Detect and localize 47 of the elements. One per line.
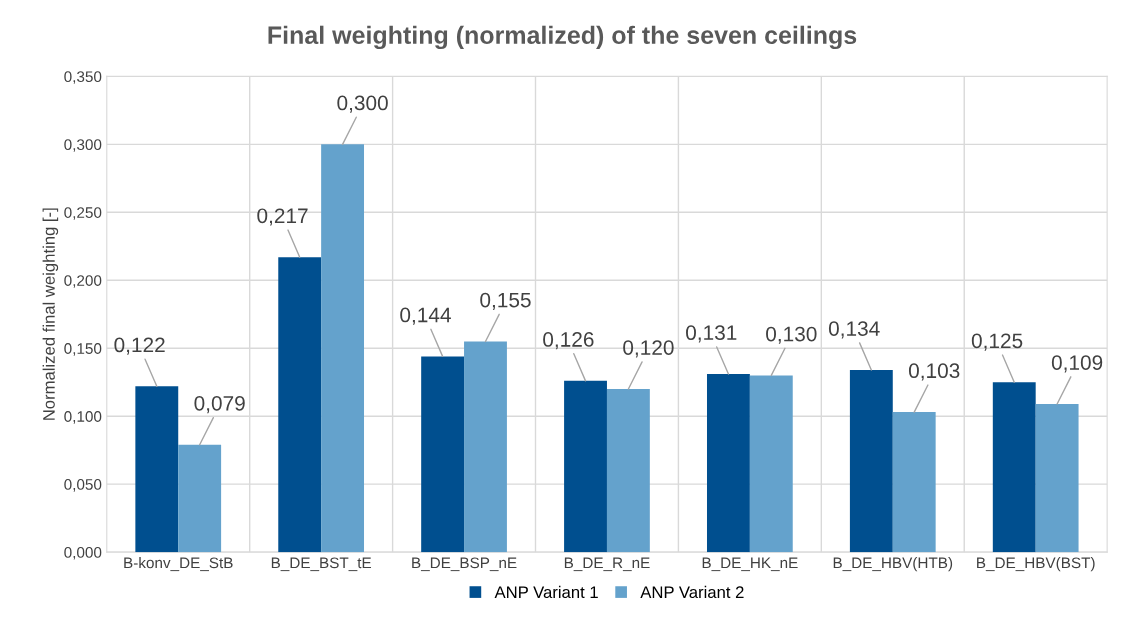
y-tick-label: 0,300 <box>64 139 102 152</box>
y-tick-label: 0,100 <box>64 411 102 424</box>
data-label: 0,079 <box>194 395 245 414</box>
y-tick-label: 0,050 <box>64 479 102 492</box>
legend-label: ANP Variant 1 <box>494 585 598 599</box>
data-label: 0,103 <box>908 363 960 381</box>
y-tick-label: 0,200 <box>64 275 102 288</box>
y-tick-label: 0,250 <box>64 207 102 220</box>
x-tick-label: B_DE_HBV(HTB) <box>833 556 953 572</box>
data-label: 0,125 <box>971 333 1023 351</box>
data-label: 0,126 <box>543 332 594 350</box>
bar <box>892 412 936 553</box>
chart-title: Final weighting (normalized) of the seven ceilings <box>268 25 857 50</box>
bar <box>464 341 507 553</box>
data-label: 0,109 <box>1051 355 1103 373</box>
bar <box>135 386 179 553</box>
bar <box>178 444 222 553</box>
y-axis-title: Normalized final weighting [-] <box>42 208 59 420</box>
bar <box>564 380 607 553</box>
data-label: 0,131 <box>686 325 737 343</box>
bar <box>749 375 793 553</box>
x-tick-label: B_DE_R_nE <box>564 557 650 572</box>
bar <box>606 389 650 553</box>
bar <box>992 382 1036 553</box>
data-label: 0,217 <box>257 208 308 226</box>
bar <box>421 356 465 553</box>
data-label: 0,120 <box>623 340 674 358</box>
data-label: 0,144 <box>400 307 451 325</box>
y-tick-label: 0,350 <box>64 71 102 84</box>
x-tick-label: B_DE_BSP_nE <box>412 557 517 572</box>
data-label: 0,130 <box>766 326 817 344</box>
data-label: 0,155 <box>480 292 531 310</box>
bar <box>278 257 322 553</box>
x-tick-label: B_DE_HBV(BST) <box>977 556 1095 572</box>
bar <box>321 144 365 553</box>
y-tick-label: 0,150 <box>64 343 102 356</box>
bar <box>707 374 750 553</box>
x-tick-label: B_DE_BST_tE <box>271 557 372 572</box>
bar <box>1035 403 1079 553</box>
data-label: 0,122 <box>114 337 165 355</box>
data-label: 0,134 <box>828 321 880 339</box>
y-tick-label: 0,000 <box>64 547 102 560</box>
bar <box>849 369 893 553</box>
legend-label: ANP Variant 2 <box>640 585 744 599</box>
x-tick-label: B-konv_DE_StB <box>124 556 233 572</box>
x-tick-label: B_DE_HK_nE <box>702 557 798 572</box>
data-label: 0,300 <box>337 95 388 113</box>
